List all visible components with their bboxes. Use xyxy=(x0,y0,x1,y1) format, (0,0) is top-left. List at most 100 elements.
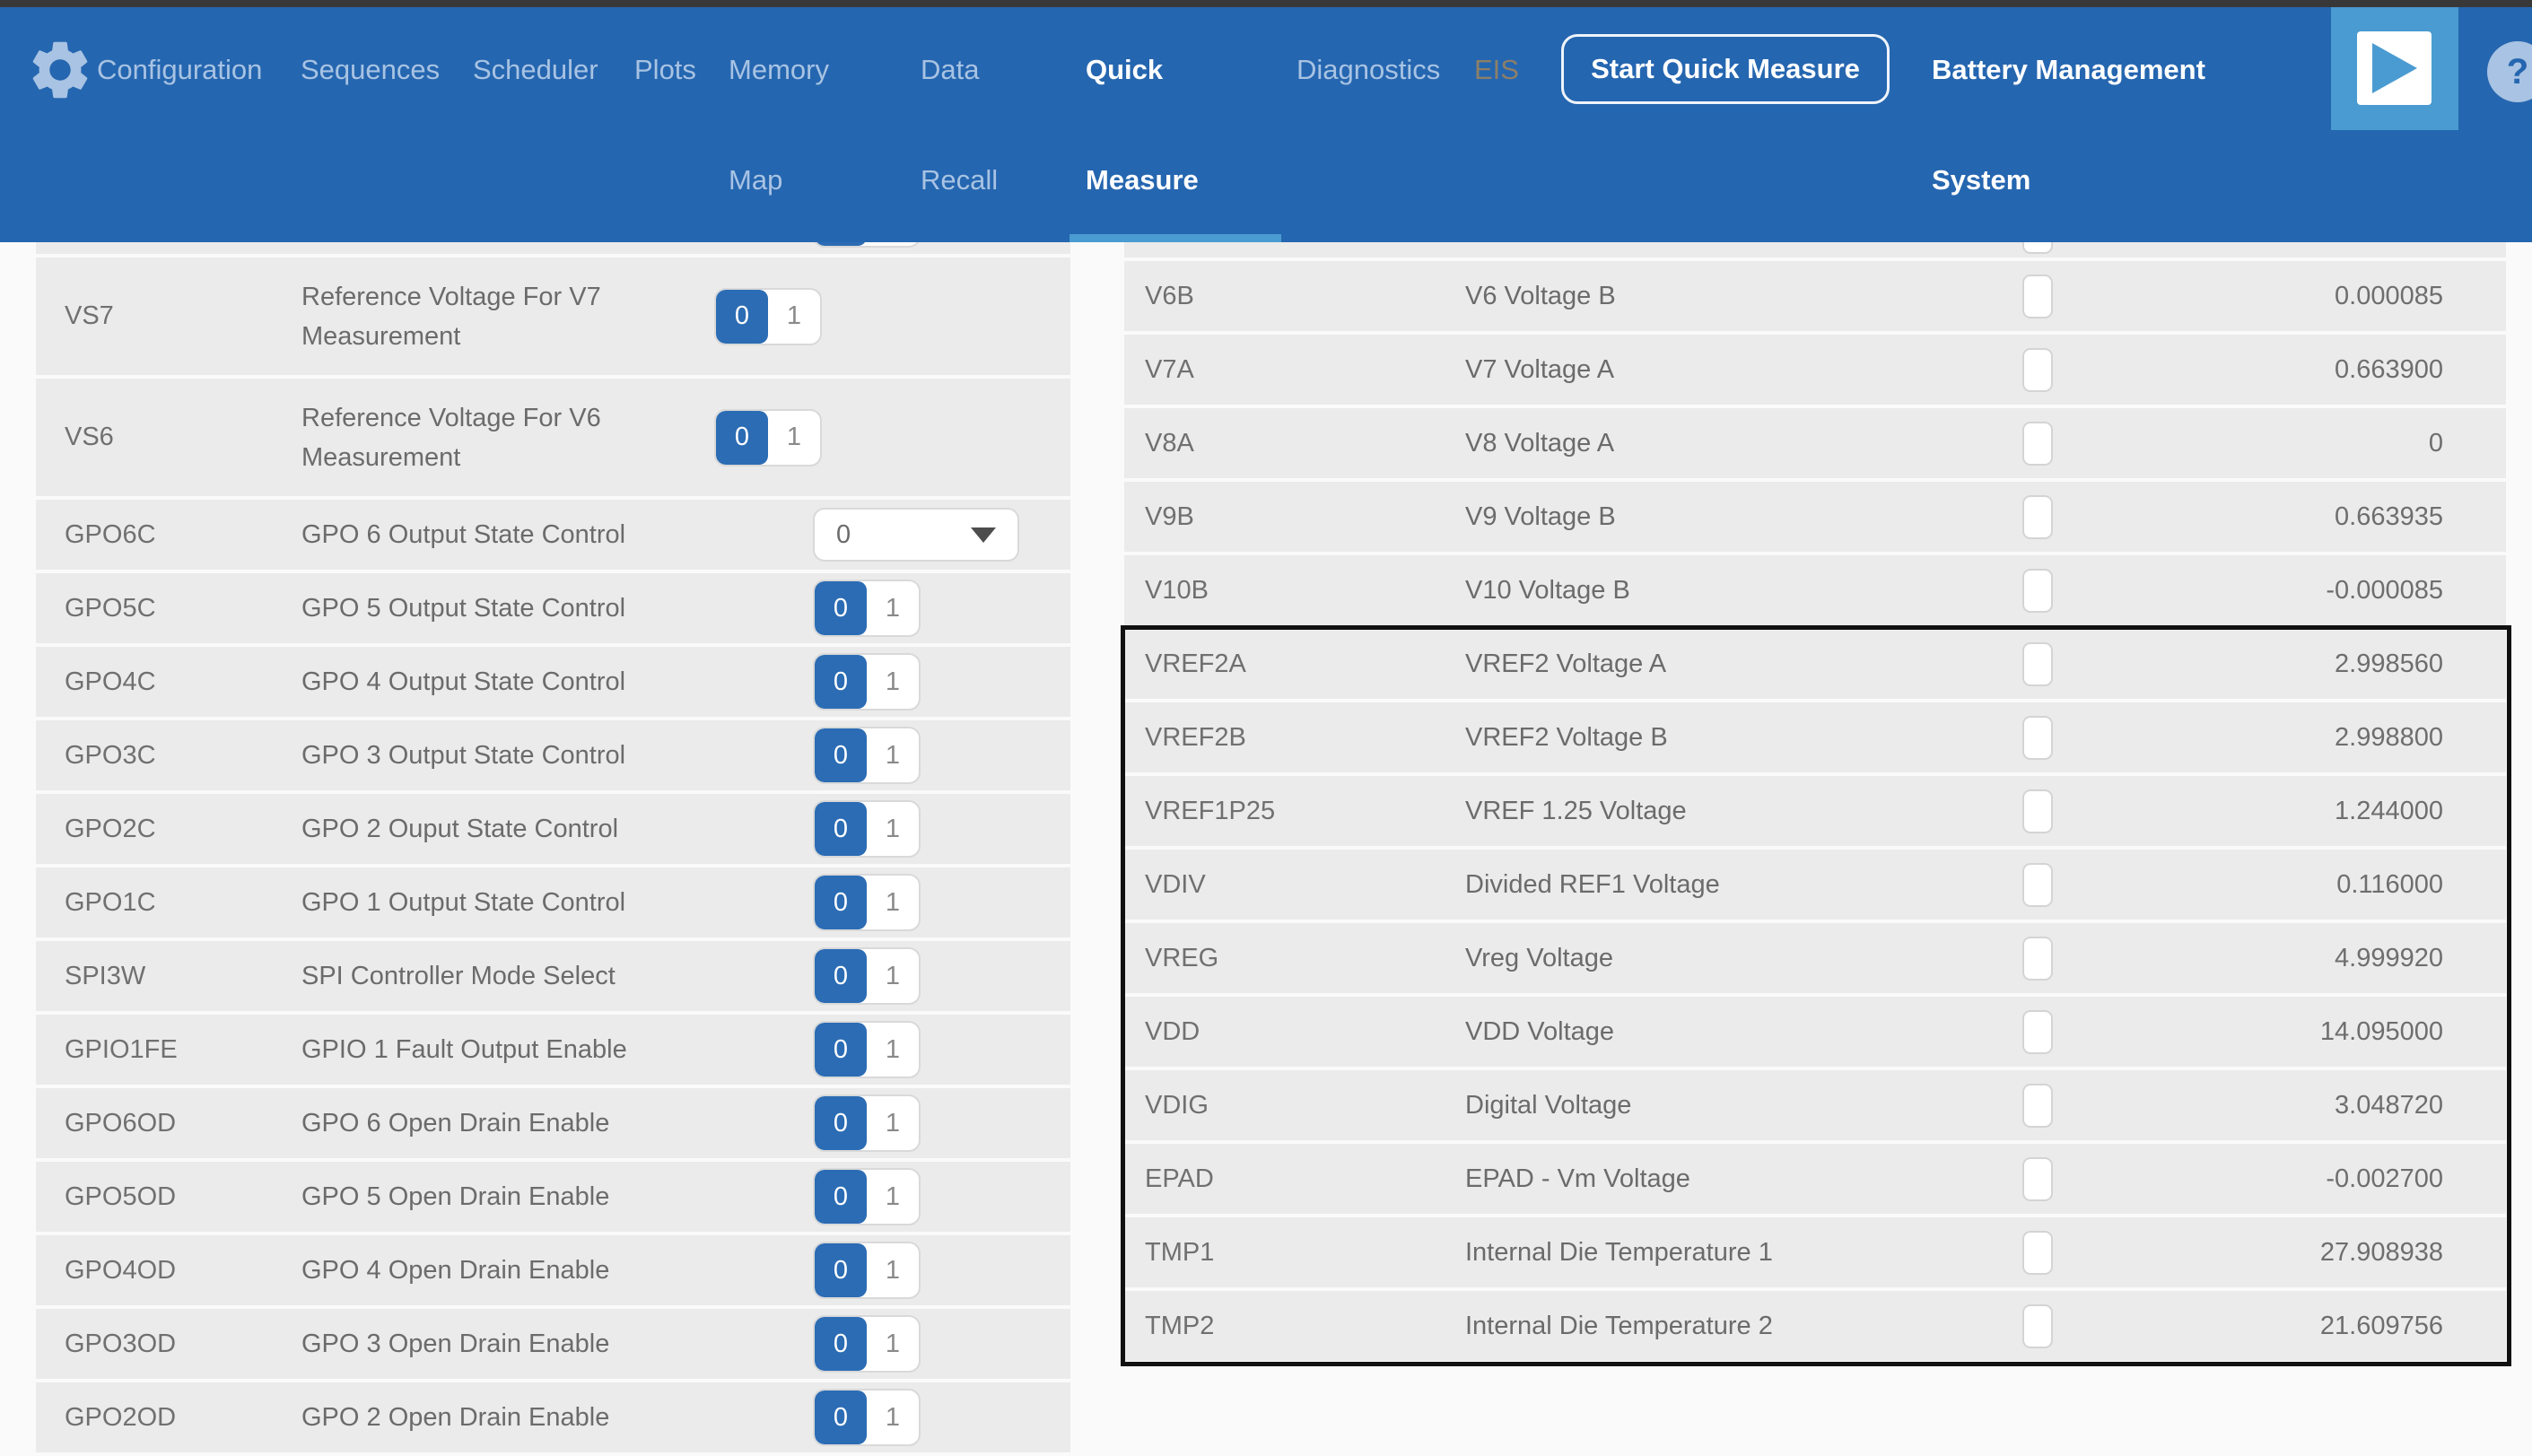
nav-label: Data xyxy=(921,54,980,85)
measurement-description: EPAD - Vm Voltage xyxy=(1465,1164,1690,1193)
binary-toggle[interactable]: 0 1 xyxy=(813,242,921,248)
toggle-option-1[interactable]: 1 xyxy=(885,1181,901,1211)
measure-checkbox[interactable] xyxy=(2022,421,2053,466)
measure-checkbox[interactable] xyxy=(2022,936,2053,981)
binary-toggle[interactable]: 0 1 xyxy=(813,727,921,784)
measurement-value: 2.998560 xyxy=(2335,649,2443,678)
measure-checkbox[interactable] xyxy=(2022,862,2053,907)
state-dropdown[interactable]: 0 xyxy=(813,508,1019,562)
measure-checkbox[interactable] xyxy=(2022,1009,2053,1054)
binary-toggle[interactable]: 0 1 xyxy=(813,874,921,931)
binary-toggle[interactable]: 0 1 xyxy=(813,1389,921,1446)
nav-label: Configuration xyxy=(97,54,263,85)
binary-toggle[interactable]: 0 1 xyxy=(813,1242,921,1299)
table-row: VREF1P25 VREF 1.25 Voltage 1.244000 xyxy=(1124,776,2506,846)
register-description: GPO 5 Output State Control xyxy=(301,594,626,623)
measure-checkbox[interactable] xyxy=(2022,347,2053,392)
toggle-option-0[interactable]: 0 xyxy=(815,1023,867,1077)
table-row: GPO5C GPO 5 Output State Control 0 1 xyxy=(36,573,1070,643)
measure-checkbox[interactable] xyxy=(2022,1303,2053,1348)
nav-diagnostics[interactable]: Diagnostics xyxy=(1297,54,1440,86)
measure-checkbox[interactable] xyxy=(2022,274,2053,318)
measurement-name: VREF2B xyxy=(1145,722,1246,752)
binary-toggle[interactable]: 0 1 xyxy=(813,1021,921,1078)
help-icon[interactable]: ? xyxy=(2487,41,2532,102)
toggle-option-1[interactable]: 1 xyxy=(885,814,901,843)
binary-toggle[interactable]: 0 1 xyxy=(714,408,822,466)
toggle-option-1[interactable]: 1 xyxy=(885,1402,901,1432)
binary-toggle[interactable]: 0 1 xyxy=(813,1168,921,1225)
nav-battery-management-system[interactable]: Battery Management System xyxy=(1932,54,2205,196)
binary-toggle[interactable]: 0 1 xyxy=(813,580,921,637)
nav-label-line2: Recall xyxy=(921,164,999,196)
toggle-option-1[interactable]: 1 xyxy=(885,667,901,696)
nav-plots[interactable]: Plots xyxy=(634,54,696,86)
binary-toggle[interactable]: 0 1 xyxy=(813,653,921,711)
nav-quick-measure[interactable]: Quick Measure xyxy=(1086,54,1199,196)
toggle-option-0[interactable]: 0 xyxy=(815,1317,867,1371)
table-row: VDIG Digital Voltage 3.048720 xyxy=(1124,1070,2506,1140)
measure-checkbox[interactable] xyxy=(2022,1083,2053,1128)
toggle-option-1[interactable]: 1 xyxy=(885,961,901,990)
toggle-option-1[interactable]: 1 xyxy=(786,423,802,451)
toggle-option-0[interactable]: 0 xyxy=(815,655,867,709)
toggle-option-1[interactable]: 1 xyxy=(885,1034,901,1064)
start-quick-measure-button[interactable]: Start Quick Measure xyxy=(1561,34,1890,104)
binary-toggle[interactable]: 0 1 xyxy=(813,1315,921,1373)
table-row: VDIV Divided REF1 Voltage 0.116000 xyxy=(1124,850,2506,920)
measure-checkbox[interactable] xyxy=(2022,568,2053,613)
toggle-option-1[interactable]: 1 xyxy=(885,593,901,623)
nav-label: Battery Management xyxy=(1932,54,2205,85)
measure-checkbox[interactable] xyxy=(2022,1156,2053,1201)
binary-toggle[interactable]: 0 1 xyxy=(813,800,921,858)
nav-label-line2: Map xyxy=(729,164,783,196)
toggle-option-0[interactable]: 0 xyxy=(815,1243,867,1297)
measure-checkbox[interactable] xyxy=(2022,494,2053,539)
measurement-name: VDIV xyxy=(1145,869,1206,899)
toggle-option-0[interactable]: 0 xyxy=(815,802,867,856)
toggle-option-0[interactable]: 0 xyxy=(815,242,867,246)
register-description: GPO 6 Open Drain Enable xyxy=(301,1109,610,1138)
toggle-option-1[interactable]: 1 xyxy=(885,1255,901,1285)
toggle-option-0[interactable]: 0 xyxy=(815,728,867,782)
table-row-clipped: 0 1 xyxy=(36,242,1070,254)
toggle-option-0[interactable]: 0 xyxy=(815,876,867,929)
nav-configuration[interactable]: Configuration xyxy=(97,54,262,86)
play-button[interactable] xyxy=(2331,7,2458,130)
binary-toggle[interactable]: 0 1 xyxy=(813,1094,921,1152)
toggle-option-1[interactable]: 1 xyxy=(885,887,901,917)
measure-checkbox[interactable] xyxy=(2022,242,2053,254)
toggle-option-0[interactable]: 0 xyxy=(815,949,867,1003)
nav-memory-map[interactable]: Memory Map xyxy=(729,54,829,196)
toggle-option-1[interactable]: 1 xyxy=(867,242,919,246)
toggle-option-0[interactable]: 0 xyxy=(716,289,768,344)
toggle-option-1[interactable]: 1 xyxy=(885,1329,901,1358)
toggle-option-0[interactable]: 0 xyxy=(716,410,768,465)
measurement-name: VDD xyxy=(1145,1016,1201,1046)
nav-sequences[interactable]: Sequences xyxy=(301,54,440,86)
toggle-option-0[interactable]: 0 xyxy=(815,1170,867,1224)
nav-data-recall[interactable]: Data Recall xyxy=(921,54,998,196)
binary-toggle[interactable]: 0 1 xyxy=(813,947,921,1005)
register-description: SPI Controller Mode Select xyxy=(301,962,616,990)
measure-checkbox[interactable] xyxy=(2022,715,2053,760)
toggle-option-0[interactable]: 0 xyxy=(815,581,867,635)
table-row: SPI3W SPI Controller Mode Select 0 1 xyxy=(36,941,1070,1011)
measure-checkbox[interactable] xyxy=(2022,1230,2053,1275)
gear-icon[interactable] xyxy=(25,35,95,105)
toggle-option-1[interactable]: 1 xyxy=(786,301,802,330)
binary-toggle[interactable]: 0 1 xyxy=(714,287,822,345)
toggle-option-1[interactable]: 1 xyxy=(885,1108,901,1138)
measure-checkbox[interactable] xyxy=(2022,641,2053,686)
table-row: TMP1 Internal Die Temperature 1 27.90893… xyxy=(1124,1217,2506,1287)
measure-checkbox[interactable] xyxy=(2022,789,2053,833)
table-row: VDD VDD Voltage 14.095000 xyxy=(1124,997,2506,1067)
toggle-option-1[interactable]: 1 xyxy=(885,740,901,770)
toggle-option-0[interactable]: 0 xyxy=(815,1391,867,1444)
table-row: GPO4OD GPO 4 Open Drain Enable 0 1 xyxy=(36,1235,1070,1305)
nav-scheduler[interactable]: Scheduler xyxy=(473,54,598,86)
dropdown-value: 0 xyxy=(836,519,851,549)
register-description: GPO 6 Output State Control xyxy=(301,520,626,549)
register-description: GPO 3 Open Drain Enable xyxy=(301,1330,610,1358)
toggle-option-0[interactable]: 0 xyxy=(815,1096,867,1150)
